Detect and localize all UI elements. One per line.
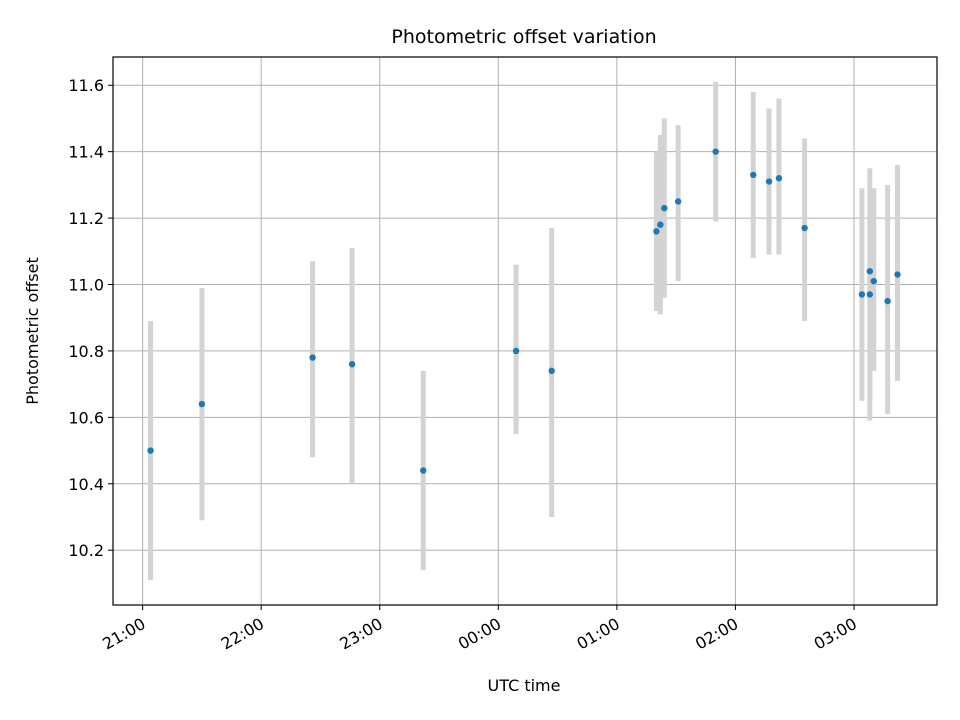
data-point	[661, 204, 668, 212]
y-tick-label: 11.6	[68, 76, 104, 95]
y-tick-label: 11.4	[68, 143, 104, 162]
y-tick-label: 10.2	[68, 541, 104, 560]
data-point	[348, 361, 356, 368]
x-axis-title: UTC time	[488, 676, 561, 695]
data-point	[866, 291, 874, 298]
chart-title: Photometric offset variation	[391, 26, 656, 48]
y-tick-label: 10.4	[68, 475, 104, 494]
data-point	[870, 277, 877, 285]
data-point	[765, 178, 773, 185]
data-point	[866, 268, 874, 275]
y-tick-label: 11.0	[68, 276, 104, 295]
data-point	[801, 224, 808, 232]
data-point	[712, 148, 719, 155]
data-points	[147, 148, 901, 474]
data-point	[420, 467, 427, 474]
data-point	[775, 175, 783, 182]
y-tick-label: 10.8	[68, 342, 104, 361]
data-point	[674, 198, 682, 205]
data-point	[894, 271, 901, 278]
data-point	[548, 367, 555, 375]
data-point	[657, 221, 664, 228]
plot-frame	[112, 56, 938, 606]
data-point	[198, 400, 206, 408]
grid-lines	[113, 57, 937, 605]
y-tick-label: 11.2	[68, 209, 104, 228]
y-axis-title: Photometric offset	[23, 257, 42, 405]
y-tick-label: 10.6	[68, 408, 104, 427]
data-point	[309, 354, 316, 361]
data-point	[147, 447, 154, 454]
data-point	[884, 297, 891, 305]
data-point	[750, 171, 757, 179]
data-point	[512, 347, 520, 355]
data-point	[858, 291, 866, 298]
y-axis-ticks: 10.2 10.4 10.6 10.8 11.0 11.2 11.4 11.6	[68, 76, 113, 560]
data-point	[653, 228, 660, 235]
